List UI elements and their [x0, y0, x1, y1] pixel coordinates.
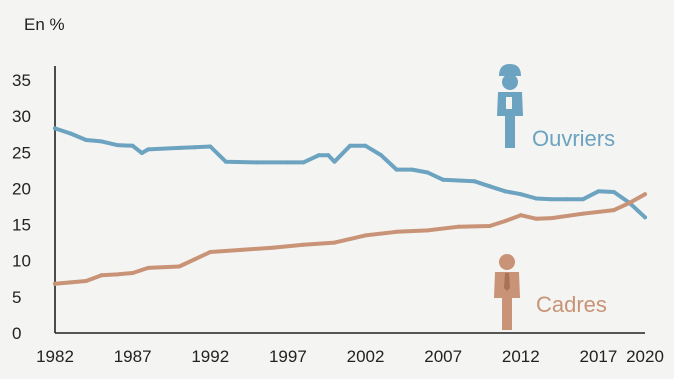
data-point-ouvriers	[285, 160, 290, 165]
data-point-cadres	[192, 257, 197, 262]
x-tick-label: 1992	[191, 347, 229, 366]
x-tick-label: 1997	[269, 347, 307, 366]
y-tick-label: 35	[12, 71, 31, 90]
data-point-ouvriers	[410, 167, 415, 172]
data-point-cadres	[611, 208, 616, 213]
data-point-ouvriers	[363, 143, 368, 148]
data-point-cadres	[208, 250, 213, 255]
x-axis-ticks: 1982 1987 1992 1997 2002 2007 2012 2017 2020	[36, 347, 664, 366]
legend: Ouvriers Cadres	[494, 64, 615, 330]
data-point-cadres	[115, 272, 120, 277]
data-point-cadres	[456, 224, 461, 229]
y-axis-ticks: 0 5 10 15 20 25 30 35	[12, 71, 31, 343]
x-tick-label: 2017	[580, 347, 618, 366]
data-point-cadres	[549, 216, 554, 221]
y-tick-label: 0	[12, 324, 21, 343]
x-tick-label: 1982	[36, 347, 74, 366]
data-point-ouvriers	[130, 143, 135, 148]
data-point-cadres	[301, 242, 306, 247]
data-point-cadres	[394, 229, 399, 234]
y-tick-label: 30	[12, 107, 31, 126]
data-point-ouvriers	[487, 184, 492, 189]
data-point-ouvriers	[146, 147, 151, 152]
data-point-cadres	[425, 228, 430, 233]
data-point-ouvriers	[565, 197, 570, 202]
x-tick-label: 1987	[114, 347, 152, 366]
y-axis-title: En %	[24, 15, 65, 34]
worker-icon	[497, 64, 523, 148]
data-point-ouvriers	[99, 139, 104, 144]
data-point-ouvriers	[456, 178, 461, 183]
data-point-ouvriers	[301, 160, 306, 165]
data-point-ouvriers	[518, 192, 523, 197]
x-tick-label: 2007	[424, 347, 462, 366]
data-point-ouvriers	[208, 144, 213, 149]
data-point-ouvriers	[611, 190, 616, 195]
x-tick-label: 2020	[626, 347, 664, 366]
data-point-ouvriers	[394, 167, 399, 172]
data-point-ouvriers	[53, 126, 57, 131]
data-point-ouvriers	[177, 145, 182, 150]
y-tick-label: 15	[12, 216, 31, 235]
data-point-ouvriers	[379, 153, 384, 158]
data-point-ouvriers	[580, 197, 585, 202]
data-point-cadres	[487, 224, 492, 229]
y-tick-label: 10	[12, 252, 31, 271]
executive-icon	[494, 254, 520, 330]
data-point-ouvriers	[348, 143, 352, 148]
data-point-ouvriers	[192, 145, 197, 150]
data-point-cadres	[363, 233, 368, 238]
data-point-cadres	[503, 218, 508, 223]
data-point-ouvriers	[643, 215, 647, 220]
data-point-cadres	[627, 200, 632, 205]
series-line-cadres	[53, 192, 647, 286]
data-point-cadres	[68, 280, 73, 285]
data-point-ouvriers	[115, 143, 120, 148]
y-tick-label: 20	[12, 179, 31, 198]
data-point-cadres	[53, 281, 57, 286]
data-point-ouvriers	[534, 196, 539, 201]
data-point-ouvriers	[549, 197, 554, 202]
data-point-ouvriers	[326, 153, 331, 158]
data-point-ouvriers	[139, 151, 144, 156]
data-point-cadres	[130, 271, 135, 276]
data-point-cadres	[270, 245, 275, 250]
data-point-ouvriers	[332, 159, 337, 164]
y-tick-label: 5	[12, 288, 21, 307]
data-point-ouvriers	[441, 177, 446, 182]
legend-label-cadres: Cadres	[536, 292, 607, 317]
axes	[54, 66, 645, 334]
data-point-cadres	[643, 192, 647, 197]
y-tick-label: 25	[12, 143, 31, 162]
data-point-ouvriers	[472, 179, 477, 184]
data-point-ouvriers	[254, 160, 259, 165]
x-tick-label: 2012	[502, 347, 540, 366]
data-point-cadres	[332, 240, 337, 245]
data-point-ouvriers	[596, 189, 601, 194]
data-point-cadres	[534, 216, 539, 221]
data-point-cadres	[99, 273, 104, 278]
data-point-ouvriers	[68, 131, 73, 136]
data-point-ouvriers	[316, 153, 321, 158]
x-tick-label: 2002	[347, 347, 385, 366]
data-point-ouvriers	[425, 170, 430, 175]
legend-label-ouvriers: Ouvriers	[532, 126, 615, 151]
data-point-cadres	[239, 247, 244, 252]
data-point-cadres	[84, 278, 89, 283]
data-point-ouvriers	[84, 137, 89, 142]
series-layer	[53, 126, 647, 286]
data-point-cadres	[177, 264, 182, 269]
data-point-cadres	[146, 265, 151, 270]
data-point-cadres	[518, 213, 523, 218]
data-point-ouvriers	[223, 159, 228, 164]
data-point-cadres	[580, 211, 585, 216]
data-point-ouvriers	[503, 189, 508, 194]
